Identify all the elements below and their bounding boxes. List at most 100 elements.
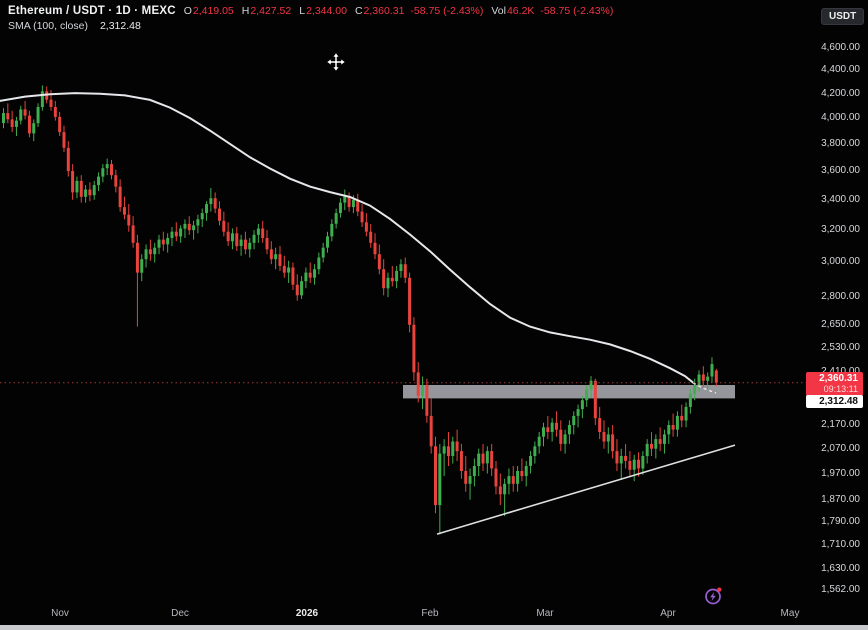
- candle-body: [658, 439, 662, 444]
- sma-value-badge: 2,312.48: [806, 395, 863, 408]
- candle-body: [615, 451, 619, 464]
- time-axis[interactable]: Nov Dec 2026 Feb Mar Apr May: [0, 606, 805, 624]
- price-tick-label: 2,800.00: [821, 291, 860, 302]
- candle-body: [641, 456, 645, 469]
- candle-body: [503, 483, 507, 495]
- candle-body: [533, 446, 537, 456]
- candle-body: [645, 443, 649, 457]
- candle-body: [667, 425, 671, 435]
- candle-body: [606, 434, 610, 442]
- candle-body: [252, 234, 256, 243]
- candle-body: [256, 228, 260, 235]
- candle-body: [330, 223, 334, 237]
- candle-body: [170, 231, 174, 238]
- candle-body: [611, 434, 615, 452]
- candle-body: [550, 422, 554, 432]
- change-value: -58.75 (-2.43%): [410, 5, 484, 17]
- candle-body: [524, 466, 528, 477]
- candle-body: [537, 436, 541, 447]
- candle-body: [675, 415, 679, 430]
- candle-body: [79, 180, 83, 197]
- close-label: C: [354, 5, 363, 17]
- candle-body: [684, 406, 688, 421]
- candle-body: [187, 223, 191, 231]
- price-tick-label: 1,710.00: [821, 539, 860, 550]
- candle-body: [282, 265, 286, 273]
- candle-body: [222, 220, 226, 232]
- candle-body: [624, 456, 628, 461]
- move-cursor-icon: [326, 52, 346, 76]
- price-axis[interactable]: 4,600.00 4,400.00 4,200.00 4,000.00 3,800.00…: [804, 0, 868, 600]
- supply-zone-rect[interactable]: [403, 385, 735, 399]
- candle-body: [589, 380, 593, 390]
- price-tick-label: 3,000.00: [821, 256, 860, 267]
- price-tick-label: 2,170.00: [821, 419, 860, 430]
- candle-body: [628, 461, 632, 470]
- sma-line-tail: [692, 382, 717, 394]
- symbol-title[interactable]: Ethereum / USDT · 1D · MEXC: [8, 5, 176, 17]
- candle-body: [542, 427, 545, 437]
- flash-ring: [705, 588, 721, 605]
- candle-body: [118, 186, 122, 208]
- price-tick-label: 1,630.00: [821, 563, 860, 574]
- indicator-value: 2,312.48: [99, 20, 141, 32]
- candle-body: [654, 439, 658, 449]
- candle-body: [278, 254, 282, 266]
- candle-body: [213, 198, 217, 209]
- candle-body: [144, 249, 148, 260]
- candle-body: [183, 223, 187, 229]
- candle-body: [351, 199, 355, 208]
- candle-body: [308, 272, 312, 278]
- candle-body: [200, 213, 204, 220]
- price-tick-label: 1,790.00: [821, 516, 860, 527]
- candle-body: [53, 107, 57, 117]
- open-value: 2,419.05: [192, 5, 234, 17]
- sma-line[interactable]: [0, 92, 694, 384]
- volume-change: -58.75 (-2.43%): [540, 5, 614, 17]
- candle-body: [49, 99, 53, 107]
- candle-body: [593, 380, 597, 419]
- time-tick-label: 2026: [295, 608, 319, 619]
- price-tick-label: 3,200.00: [821, 224, 860, 235]
- ascending-trendline[interactable]: [436, 444, 736, 535]
- open-label: O: [183, 5, 192, 17]
- candle-body: [71, 171, 75, 193]
- candle-body: [23, 109, 27, 116]
- candle-body: [511, 476, 515, 484]
- candle-body: [386, 277, 390, 289]
- candle-body: [602, 432, 606, 442]
- candle-body: [196, 219, 200, 226]
- candle-body: [148, 249, 152, 255]
- candle-body: [516, 471, 520, 484]
- candle-body: [2, 113, 5, 124]
- candle-body: [205, 204, 209, 214]
- candle-body: [468, 476, 472, 484]
- candle-body: [434, 446, 437, 506]
- price-tick-label: 3,400.00: [821, 194, 860, 205]
- candle-body: [62, 132, 66, 148]
- candle-body: [563, 434, 567, 444]
- candle-body: [421, 385, 425, 396]
- price-tick-label: 4,000.00: [821, 112, 860, 123]
- candle-body: [14, 120, 18, 127]
- indicator-label[interactable]: SMA (100, close): [8, 20, 88, 32]
- candle-body: [174, 231, 178, 237]
- candle-body: [580, 400, 584, 410]
- flash-widget-icon[interactable]: [703, 586, 723, 611]
- candle-body: [313, 269, 317, 278]
- candle-body: [127, 214, 131, 226]
- candle-body: [218, 208, 221, 221]
- currency-toggle-button[interactable]: USDT: [821, 8, 865, 25]
- candle-body: [412, 324, 416, 373]
- candle-body: [304, 272, 308, 282]
- candle-body: [321, 247, 325, 258]
- candle-body: [248, 242, 252, 250]
- candle-body: [140, 259, 144, 273]
- notification-dot: [717, 587, 722, 592]
- candle-body: [192, 225, 196, 231]
- bottom-scrollbar[interactable]: [0, 625, 868, 630]
- candle-body: [235, 233, 239, 247]
- high-value: 2,427.52: [250, 5, 292, 17]
